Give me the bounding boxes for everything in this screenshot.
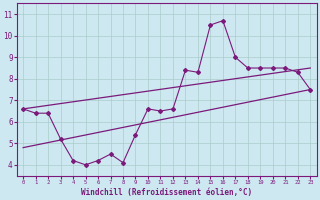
X-axis label: Windchill (Refroidissement éolien,°C): Windchill (Refroidissement éolien,°C)	[81, 188, 252, 197]
